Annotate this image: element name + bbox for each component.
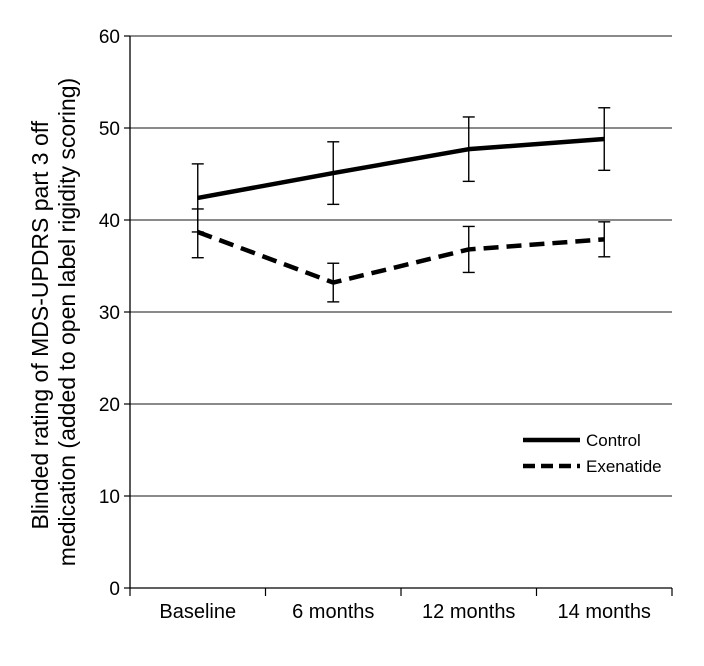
control-series-line: [197, 136, 605, 201]
y-tick-label-10: 10: [99, 487, 120, 508]
series-lines: [196, 136, 605, 285]
y-tick-label-20: 20: [99, 395, 120, 416]
exenatide-series-line: [196, 229, 605, 285]
y-axis-label: Blinded rating of MDS-UPDRS part 3 off m…: [27, 78, 80, 566]
y-axis-label-line-2: medication (added to open label rigidity…: [54, 78, 80, 566]
x-category-label: Baseline: [159, 601, 236, 623]
axes: [124, 35, 673, 596]
y-tick-label-0: 0: [109, 579, 120, 600]
y-tick-labels: 0 10 20 30 40 50 60: [99, 27, 120, 600]
error-bars: [191, 107, 611, 303]
exenatide-error-bar: [598, 221, 611, 258]
legend: Control Exenatide: [523, 431, 662, 476]
y-tick-label-30: 30: [99, 303, 120, 324]
y-tick-label-60: 60: [99, 27, 120, 48]
y-axis-label-line-1: Blinded rating of MDS-UPDRS part 3 off: [27, 120, 53, 529]
gridlines: [130, 35, 672, 497]
y-tick-label-40: 40: [99, 211, 120, 232]
legend-label-exenatide: Exenatide: [586, 457, 662, 476]
x-category-label: 12 months: [422, 601, 515, 623]
x-category-label: 14 months: [558, 601, 651, 623]
x-category-labels: Baseline 6 months 12 months 14 months: [159, 601, 651, 623]
y-tick-label-50: 50: [99, 119, 120, 140]
x-category-label: 6 months: [292, 601, 374, 623]
legend-label-control: Control: [586, 431, 641, 450]
